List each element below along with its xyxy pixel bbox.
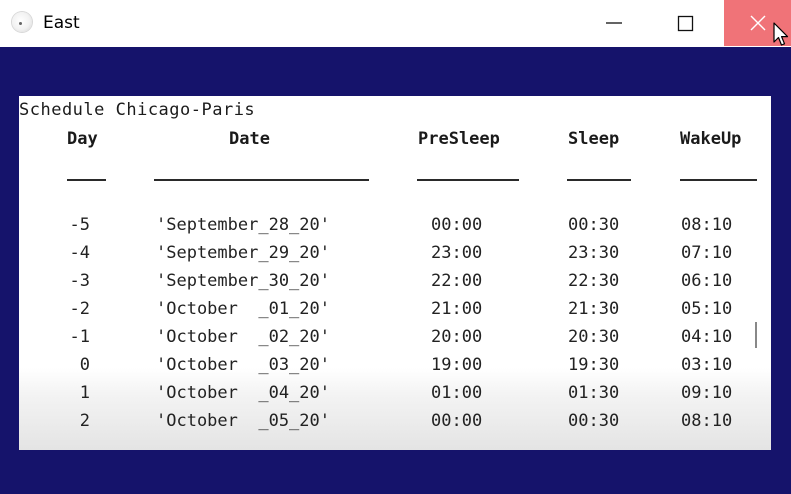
column-header-wakeup: WakeUp <box>680 129 742 149</box>
table-row: -4 'September_29_20' 23:00 23:30 07:10 <box>19 243 771 271</box>
sleep-cell: 01:30 <box>568 383 620 403</box>
wakeup-cell: 09:10 <box>681 383 733 403</box>
wakeup-cell: 07:10 <box>681 243 733 263</box>
wakeup-cell: 04:10 <box>681 327 733 347</box>
schedule-heading: Schedule Chicago-Paris <box>19 100 256 120</box>
date-cell: 'September_30_20' <box>156 271 330 291</box>
day-cell: -4 <box>69 243 90 263</box>
date-cell: 'October _01_20' <box>156 299 330 319</box>
column-header-sleep: Sleep <box>568 129 620 149</box>
table-row: -5 'September_28_20' 00:00 00:30 08:10 <box>19 215 771 243</box>
column-underline-wakeup <box>680 179 757 181</box>
presleep-cell: 21:00 <box>431 299 483 319</box>
date-cell: 'October _05_20' <box>156 411 330 431</box>
wakeup-cell: 05:10 <box>681 299 733 319</box>
date-cell: 'October _03_20' <box>156 355 330 375</box>
text-caret <box>755 322 757 348</box>
wakeup-cell: 08:10 <box>681 411 733 431</box>
sleep-cell: 00:30 <box>568 215 620 235</box>
date-cell: 'October _02_20' <box>156 327 330 347</box>
date-cell: 'September_29_20' <box>156 243 330 263</box>
sleep-cell: 23:30 <box>568 243 620 263</box>
day-cell: -2 <box>69 299 90 319</box>
sleep-cell: 19:30 <box>568 355 620 375</box>
sleep-cell: 00:30 <box>568 411 620 431</box>
column-header-date: Date <box>229 129 270 149</box>
date-cell: 'September_28_20' <box>156 215 330 235</box>
date-cell: 'October _04_20' <box>156 383 330 403</box>
close-icon <box>750 15 766 31</box>
column-underline-date <box>154 179 369 181</box>
presleep-cell: 00:00 <box>431 411 483 431</box>
day-cell: 0 <box>79 355 90 375</box>
wakeup-cell: 03:10 <box>681 355 733 375</box>
presleep-cell: 23:00 <box>431 243 483 263</box>
column-header-day: Day <box>67 129 98 149</box>
column-underline-presleep <box>417 179 519 181</box>
table-row: -2 'October _01_20' 21:00 21:30 05:10 <box>19 299 771 327</box>
title-bar[interactable]: East <box>0 0 791 47</box>
window-title: East <box>43 13 80 33</box>
sleep-cell: 22:30 <box>568 271 620 291</box>
table-row: -1 'October _02_20' 20:00 20:30 04:10 <box>19 327 771 355</box>
table-row: 1 'October _04_20' 01:00 01:30 09:10 <box>19 383 771 411</box>
sleep-cell: 21:30 <box>568 299 620 319</box>
column-underline-sleep <box>567 179 631 181</box>
day-cell: 1 <box>79 383 90 403</box>
sleep-cell: 20:30 <box>568 327 620 347</box>
column-header-presleep: PreSleep <box>418 129 500 149</box>
day-cell: -5 <box>69 215 90 235</box>
presleep-cell: 20:00 <box>431 327 483 347</box>
wakeup-cell: 06:10 <box>681 271 733 291</box>
wakeup-cell: 08:10 <box>681 215 733 235</box>
table-row: 0 'October _03_20' 19:00 19:30 03:10 <box>19 355 771 383</box>
presleep-cell: 01:00 <box>431 383 483 403</box>
app-icon[interactable] <box>12 12 32 32</box>
maximize-button[interactable] <box>657 0 713 46</box>
presleep-cell: 19:00 <box>431 355 483 375</box>
minimize-button[interactable] <box>585 0 641 46</box>
presleep-cell: 00:00 <box>431 215 483 235</box>
console-output[interactable]: Schedule Chicago-Paris Day Date PreSleep… <box>19 96 771 450</box>
day-cell: -1 <box>69 327 90 347</box>
minimize-icon <box>606 22 622 24</box>
table-row: -3 'September_30_20' 22:00 22:30 06:10 <box>19 271 771 299</box>
close-button[interactable] <box>724 0 791 46</box>
day-cell: -3 <box>69 271 90 291</box>
maximize-icon <box>677 15 694 32</box>
presleep-cell: 22:00 <box>431 271 483 291</box>
column-underline-day <box>67 179 106 181</box>
table-row: 2 'October _05_20' 00:00 00:30 08:10 <box>19 411 771 439</box>
day-cell: 2 <box>79 411 90 431</box>
